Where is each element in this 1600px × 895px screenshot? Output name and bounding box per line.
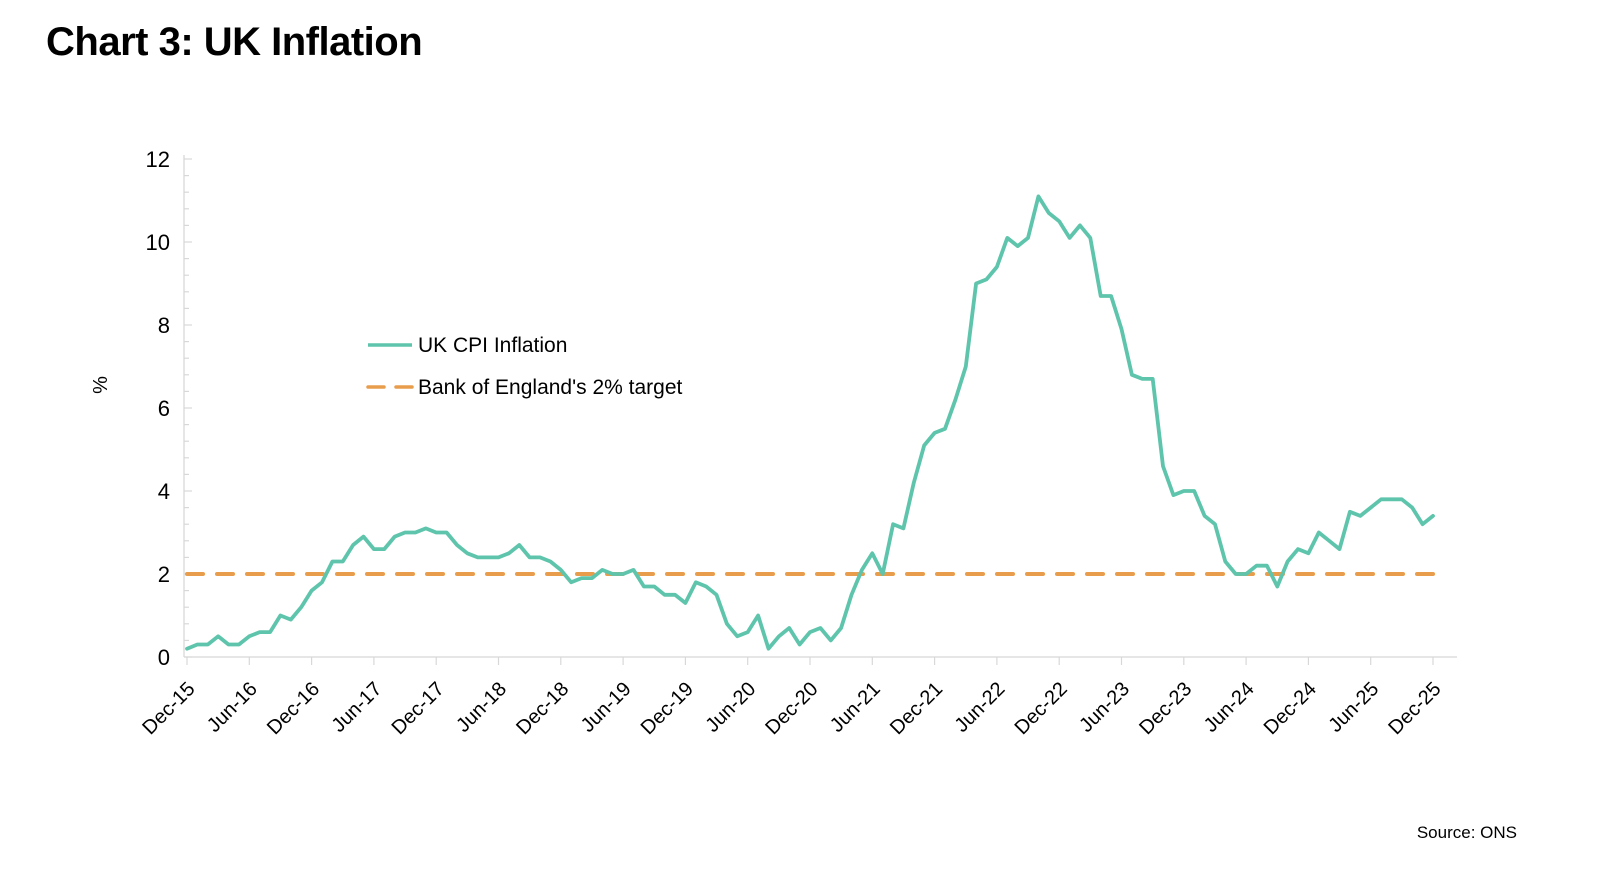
y-tick-label: 2: [158, 562, 170, 587]
x-tick-label: Dec-18: [512, 678, 573, 739]
x-tick-label: Dec-22: [1011, 678, 1072, 739]
x-tick-label: Dec-25: [1384, 678, 1445, 739]
x-tick-label: Jun-18: [452, 678, 511, 737]
legend-item-cpi-label: UK CPI Inflation: [418, 334, 567, 357]
legend-item-target: Bank of England's 2% target: [366, 376, 683, 399]
x-tick-label: Jun-16: [203, 678, 262, 737]
x-tick-label: Jun-17: [328, 678, 387, 737]
x-tick-label: Jun-22: [951, 678, 1010, 737]
x-tick-label: Dec-19: [637, 678, 698, 739]
x-tick-label: Dec-23: [1135, 678, 1196, 739]
x-tick-label: Jun-20: [701, 678, 760, 737]
source-note: Source: ONS: [1416, 823, 1517, 842]
x-tick-label: Dec-24: [1260, 678, 1321, 739]
y-tick-label: 12: [146, 147, 170, 172]
y-axis-title: %: [90, 376, 112, 394]
x-tick-label: Jun-19: [577, 678, 636, 737]
x-tick-label: Jun-25: [1324, 678, 1383, 737]
x-tick-label: Dec-15: [138, 678, 199, 739]
legend: UK CPI Inflation Bank of England's 2% tar…: [366, 334, 683, 399]
legend-item-cpi: UK CPI Inflation: [368, 334, 567, 357]
y-tick-label: 10: [146, 230, 170, 255]
page-title: Chart 3: UK Inflation: [46, 20, 423, 64]
x-tick-label: Jun-24: [1200, 678, 1259, 737]
x-tick-label: Dec-17: [388, 678, 449, 739]
x-tick-label: Dec-21: [886, 678, 947, 739]
x-tick-label: Jun-23: [1075, 678, 1134, 737]
x-tick-label: Jun-21: [826, 678, 885, 737]
y-tick-label: 0: [158, 645, 170, 670]
cpi-line: [185, 194, 1435, 651]
x-tick-label: Dec-16: [263, 678, 324, 739]
legend-item-target-label: Bank of England's 2% target: [418, 376, 683, 399]
y-tick-label: 4: [158, 479, 170, 504]
y-tick-label: 6: [158, 396, 170, 421]
y-tick-label: 8: [158, 313, 170, 338]
x-tick-label: Dec-20: [761, 678, 822, 739]
